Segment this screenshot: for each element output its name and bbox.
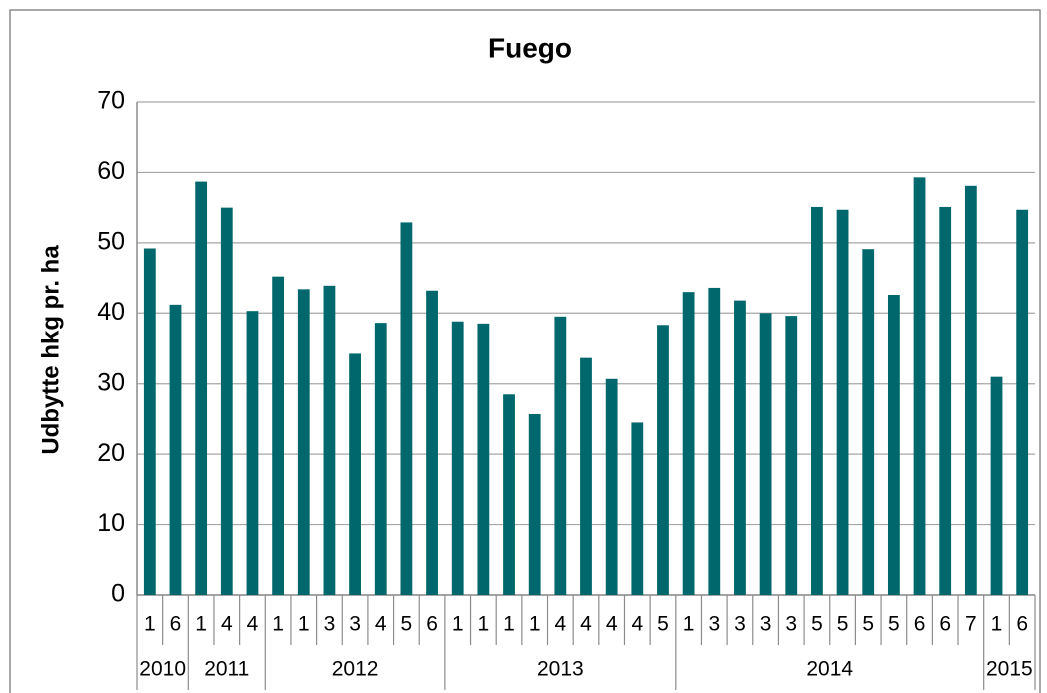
y-tick-label: 30 bbox=[97, 368, 125, 396]
bar bbox=[939, 206, 952, 595]
x-tick-label: 3 bbox=[734, 613, 746, 636]
group-label: 2011 bbox=[204, 658, 249, 681]
y-tick-label: 60 bbox=[97, 157, 125, 185]
x-tick-label: 5 bbox=[888, 613, 900, 636]
bar bbox=[836, 209, 849, 595]
chart-title: Fuego bbox=[488, 32, 572, 63]
bar bbox=[734, 300, 746, 595]
x-tick-label: 1 bbox=[298, 613, 310, 636]
bar bbox=[426, 290, 438, 595]
bar bbox=[657, 325, 669, 595]
x-tick-label: 1 bbox=[683, 613, 695, 636]
x-tick-label: 5 bbox=[862, 613, 874, 636]
x-tick-label: 1 bbox=[503, 613, 515, 636]
x-tick-label: 5 bbox=[811, 613, 823, 636]
group-label: 2015 bbox=[986, 658, 1033, 681]
bar bbox=[887, 294, 900, 595]
x-tick-label: 3 bbox=[349, 613, 361, 636]
bar bbox=[811, 206, 823, 595]
x-tick-label: 6 bbox=[914, 613, 926, 636]
bar bbox=[451, 321, 464, 595]
x-tick-label: 5 bbox=[401, 613, 413, 636]
x-tick-label: 3 bbox=[785, 613, 797, 636]
x-tick-label: 3 bbox=[324, 613, 336, 636]
bar bbox=[195, 181, 208, 595]
group-label: 2013 bbox=[537, 658, 584, 681]
x-tick-label: 3 bbox=[760, 613, 772, 636]
bar bbox=[862, 249, 875, 595]
bar bbox=[220, 207, 233, 595]
bar bbox=[246, 311, 259, 595]
x-tick-label: 1 bbox=[478, 613, 490, 636]
bar bbox=[374, 323, 387, 595]
bar bbox=[554, 316, 567, 595]
x-tick-label: 4 bbox=[580, 613, 592, 636]
x-tick-label: 4 bbox=[606, 613, 618, 636]
x-tick-label: 1 bbox=[195, 613, 207, 636]
bar bbox=[913, 177, 926, 595]
bar bbox=[605, 378, 618, 595]
x-tick-label: 4 bbox=[221, 613, 233, 636]
x-tick-label: 4 bbox=[247, 613, 259, 636]
group-label: 2012 bbox=[332, 658, 379, 681]
group-label: 2014 bbox=[806, 658, 853, 681]
bar bbox=[785, 316, 798, 595]
x-tick-label: 6 bbox=[170, 613, 182, 636]
y-tick-label: 40 bbox=[97, 298, 125, 326]
bar bbox=[759, 313, 772, 595]
bar bbox=[631, 422, 644, 595]
x-tick-label: 4 bbox=[375, 613, 387, 636]
bar bbox=[297, 289, 310, 595]
x-tick-label: 5 bbox=[837, 613, 849, 636]
x-tick-label: 7 bbox=[965, 613, 977, 636]
group-label: 2010 bbox=[139, 658, 186, 681]
bar bbox=[272, 276, 285, 595]
chart-frame bbox=[9, 9, 1041, 693]
x-tick-label: 1 bbox=[529, 613, 541, 636]
bar bbox=[528, 413, 541, 595]
bar bbox=[143, 248, 156, 595]
bar bbox=[1016, 209, 1029, 595]
y-tick-label: 70 bbox=[97, 87, 125, 115]
bar bbox=[323, 285, 336, 595]
bar bbox=[503, 394, 515, 595]
bar bbox=[708, 287, 721, 595]
x-tick-label: 5 bbox=[657, 613, 669, 636]
x-tick-label: 6 bbox=[1016, 613, 1028, 636]
y-tick-label: 20 bbox=[97, 439, 125, 467]
x-tick-label: 1 bbox=[452, 613, 464, 636]
y-tick-label: 10 bbox=[97, 509, 125, 537]
x-tick-label: 3 bbox=[708, 613, 720, 636]
bar bbox=[400, 222, 413, 595]
y-tick-label: 0 bbox=[111, 580, 125, 608]
y-axis-label: Udbytte hkg pr. ha bbox=[37, 245, 64, 455]
x-tick-label: 6 bbox=[426, 613, 438, 636]
bar bbox=[964, 185, 977, 595]
bar bbox=[682, 292, 695, 595]
bar bbox=[169, 304, 182, 595]
x-tick-label: 1 bbox=[144, 613, 156, 636]
x-tick-label: 4 bbox=[631, 613, 643, 636]
x-tick-label: 1 bbox=[272, 613, 284, 636]
x-tick-label: 1 bbox=[991, 613, 1003, 636]
bar bbox=[580, 357, 592, 595]
bar bbox=[349, 353, 361, 595]
x-tick-label: 4 bbox=[554, 613, 566, 636]
y-tick-label: 50 bbox=[97, 227, 125, 255]
bar bbox=[990, 376, 1003, 595]
x-tick-label: 6 bbox=[939, 613, 951, 636]
bar bbox=[477, 323, 490, 595]
